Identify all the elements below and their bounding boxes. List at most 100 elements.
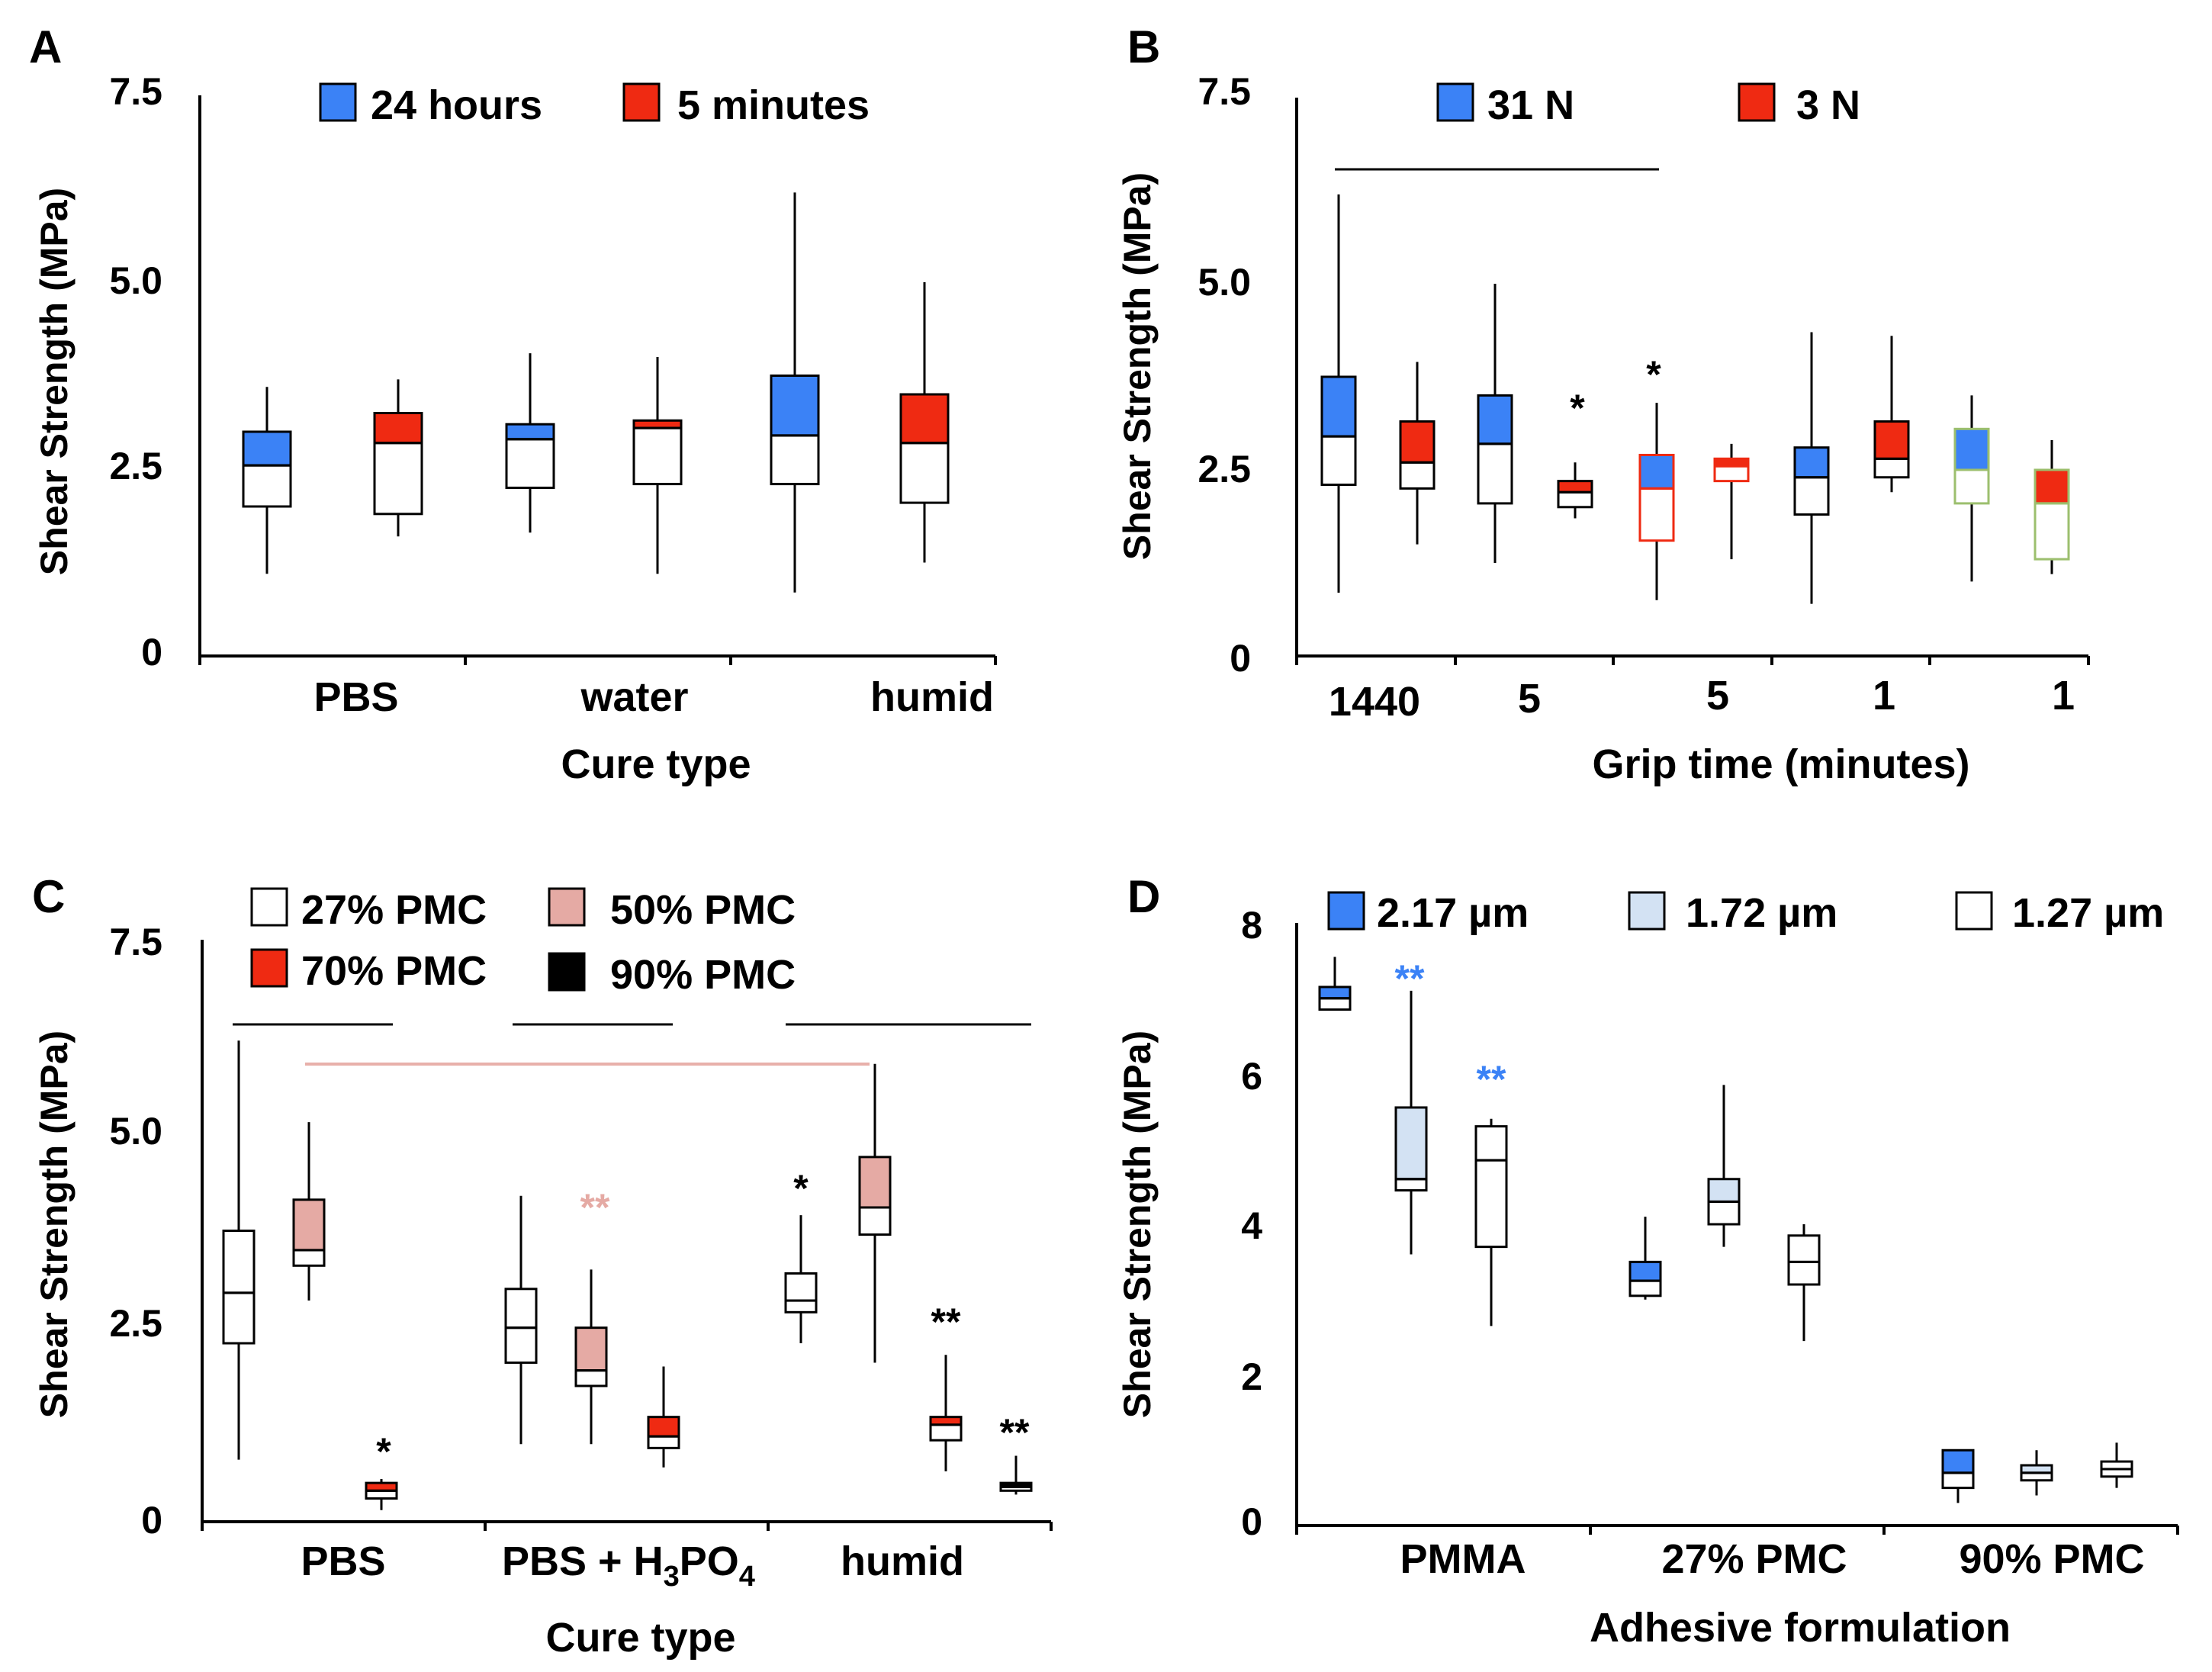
panel-b-box-lower [1320, 435, 1357, 487]
panel-c-category-pbs-h3po4-sub4: 4 [739, 1561, 755, 1593]
panel-b-tick-label: 1440 [1329, 679, 1420, 725]
panel-d-category-pmma: PMMA [1400, 1536, 1526, 1582]
panel-d-box-upper [1707, 1178, 1741, 1203]
panel-d-legend-swatch-217 [1327, 891, 1365, 931]
panel-c-category-humid: humid [841, 1539, 964, 1584]
panel-d-box-lower [1474, 1159, 1508, 1249]
panel-d-category-27pmc: 27% PMC [1661, 1536, 1847, 1582]
panel-c-boxes [222, 1040, 1033, 1510]
panel-b-box-lower [1557, 490, 1593, 509]
panel-d-box-lower [1787, 1260, 1821, 1286]
panel-b-box-upper [1953, 427, 1990, 471]
panel-c-box-upper [574, 1326, 608, 1372]
panel-b-box-lower [1793, 476, 1830, 516]
panel-d-box-upper [1474, 1125, 1508, 1162]
panel-a-legend-label-5min: 5 minutes [677, 82, 870, 128]
panel-b-boxes [1320, 194, 2070, 604]
panel-d-legend-label-127: 1.27 µm [2012, 890, 2164, 936]
panel-d-box-upper [1941, 1449, 1975, 1474]
panel-b-ytick-zero: 0 [1230, 637, 1251, 680]
panel-c-legend-swatch-50 [548, 887, 586, 927]
panel-d-legend-label-172: 1.72 µm [1686, 890, 1837, 936]
panel-c-box-upper [784, 1272, 818, 1302]
panel-c-category-pbs-h3po4-po: PO [680, 1539, 739, 1584]
panel-b-box-lower [1638, 487, 1675, 542]
panel-d-x-axis-label: Adhesive formulation [1590, 1605, 2011, 1651]
panel-c-category-pbs-h3po4-sub3: 3 [664, 1561, 680, 1593]
panel-d-box-upper [1787, 1234, 1821, 1263]
panel-b-tick-label: 5 [1518, 676, 1541, 722]
panel-d-legend-swatch-127 [1955, 891, 1993, 931]
panel-c-box-lower [222, 1291, 256, 1345]
panel-a-ytick-zero: 0 [141, 631, 162, 674]
panel-c-box-lower [784, 1299, 818, 1313]
panel-c-box-lower [365, 1489, 398, 1500]
panel-d-ytick-0: 0 [1241, 1500, 1262, 1543]
panel-c-box-lower [929, 1423, 963, 1442]
panel-d-ytick-4: 4 [1241, 1204, 1262, 1247]
panel-b-box-upper [1557, 480, 1593, 494]
panel-c-legend-label-27: 27% PMC [301, 887, 487, 933]
panel-b-x-axis-label: Grip time (minutes) [1592, 741, 1969, 787]
panel-c-box-upper [858, 1156, 892, 1209]
panel-c-box-upper [929, 1416, 963, 1426]
panel-a-category-water: water [580, 674, 688, 720]
panel-c-legend-label-90: 90% PMC [610, 952, 796, 998]
panel-c-letter: C [32, 871, 65, 922]
panel-a-y-axis-label: Shear Strength (MPa) [33, 188, 76, 575]
panel-a-box-upper [373, 412, 423, 445]
panel-b-y-axis-label: Shear Strength (MPa) [1116, 172, 1159, 560]
panel-b-ytick-high: 5.0 [1198, 261, 1251, 304]
panel-c-legend-label-50: 50% PMC [610, 887, 796, 933]
panel-b-box-upper [1638, 453, 1675, 490]
panel-d-box-upper [1318, 986, 1352, 1000]
panel-b-box-lower [2034, 502, 2070, 561]
panel-b-box-upper [1399, 420, 1436, 464]
panel-a-box-upper [899, 393, 950, 445]
panel-b-legend-swatch-31n [1436, 82, 1474, 122]
panel-b-box-lower [1713, 465, 1750, 483]
panel-c-legend-swatch-90 [548, 952, 586, 992]
panel-b-significance-star: * [1646, 353, 1661, 396]
panel-c-box-upper [222, 1230, 256, 1294]
panel-c-box-lower [858, 1206, 892, 1236]
panel-b-box-lower [1399, 461, 1436, 490]
panel-c-category-pbs: PBS [301, 1539, 385, 1584]
panel-d-letter: D [1127, 871, 1160, 922]
panel-a: A 7.5 5.0 2.5 0 Shear Strength (MPa) PBS… [29, 21, 997, 787]
panel-d-significance-star-blue: ** [1395, 957, 1425, 1000]
panel-c-significance-star: * [376, 1430, 391, 1473]
panel-b-legend-swatch-3n [1738, 82, 1776, 122]
panel-b-box-lower [1873, 457, 1910, 479]
panel-a-box-lower [632, 426, 683, 486]
panel-c-significance-star: * [793, 1167, 809, 1210]
panel-b-box-upper [1320, 375, 1357, 438]
panel-a-ytick-high: 5.0 [109, 259, 162, 302]
panel-a-box-lower [242, 464, 292, 508]
panel-a-ytick-mid: 2.5 [109, 445, 162, 487]
panel-a-box-lower [899, 442, 950, 504]
panel-d: D 8 6 4 2 0 Shear Strength (MPa) PMMA 27… [1116, 871, 2179, 1651]
panel-d-box-lower [1628, 1279, 1662, 1297]
panel-a-box-lower [373, 442, 423, 516]
panel-c-ytick-mid: 2.5 [109, 1302, 162, 1345]
panel-d-ytick-8: 8 [1241, 904, 1262, 947]
panel-a-ytick-top: 7.5 [109, 70, 162, 113]
panel-b-box-upper [1873, 420, 1910, 460]
panel-c-ytick-top: 7.5 [109, 921, 162, 963]
panel-b-box-lower [1477, 442, 1513, 505]
panel-b-tick-label: 1 [2052, 673, 2075, 719]
panel-d-box-lower [1941, 1471, 1975, 1490]
panel-d-ytick-6: 6 [1241, 1055, 1262, 1098]
panel-c-box-upper [292, 1198, 326, 1252]
panel-a-legend-swatch-24h [319, 82, 357, 122]
panel-c-box-upper [647, 1416, 680, 1438]
panel-c-significance-star-pink: ** [580, 1186, 610, 1229]
panel-c-y-axis-label: Shear Strength (MPa) [33, 1031, 76, 1418]
panel-c-box-lower [574, 1369, 608, 1387]
panel-b-box-upper [1793, 446, 1830, 479]
panel-c-x-axis-label: Cure type [545, 1615, 735, 1661]
panel-c-category-pbs-h3po4-base: PBS + H [502, 1539, 664, 1584]
panel-d-box-lower [1318, 997, 1352, 1011]
